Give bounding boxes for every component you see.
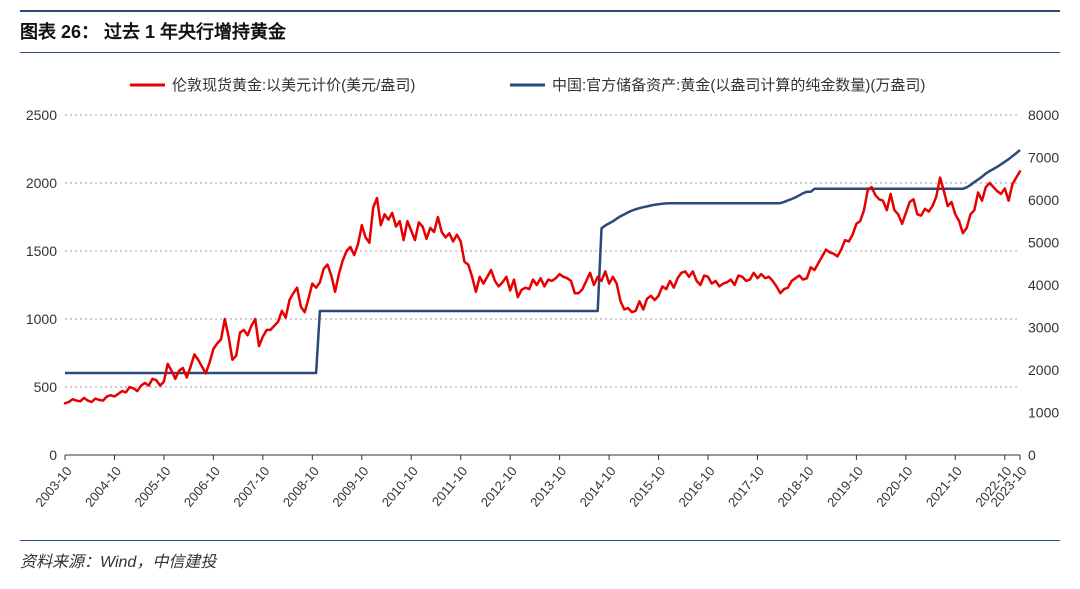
svg-text:4000: 4000 bbox=[1028, 277, 1059, 293]
svg-text:0: 0 bbox=[49, 447, 57, 463]
svg-text:2017-10: 2017-10 bbox=[725, 463, 767, 509]
svg-text:2020-10: 2020-10 bbox=[873, 463, 915, 509]
svg-text:2003-10: 2003-10 bbox=[32, 463, 74, 509]
svg-text:2013-10: 2013-10 bbox=[527, 463, 569, 509]
svg-text:0: 0 bbox=[1028, 447, 1036, 463]
svg-text:6000: 6000 bbox=[1028, 192, 1059, 208]
svg-text:2005-10: 2005-10 bbox=[131, 463, 173, 509]
svg-text:2000: 2000 bbox=[26, 175, 57, 191]
svg-text:2008-10: 2008-10 bbox=[280, 463, 322, 509]
svg-text:2021-10: 2021-10 bbox=[923, 463, 965, 509]
chart-source: 资料来源：Wind，中信建投 bbox=[20, 548, 216, 572]
svg-text:1500: 1500 bbox=[26, 243, 57, 259]
svg-text:500: 500 bbox=[34, 379, 58, 395]
chart-svg: 0 500 1000 1500 2000 2500 0 1000 2000 3000 4000 500… bbox=[0, 55, 1080, 535]
legend-series2: 中国:官方储备资产:黄金(以盎司计算的纯金数量)(万盎司) bbox=[552, 76, 925, 94]
legend-series1: 伦敦现货黄金:以美元计价(美元/盎司) bbox=[172, 77, 415, 94]
svg-text:2011-10: 2011-10 bbox=[429, 463, 471, 508]
chart-title: 图表 26： 过去 1 年央行增持黄金 bbox=[20, 22, 286, 42]
svg-text:2500: 2500 bbox=[26, 107, 57, 123]
svg-text:8000: 8000 bbox=[1028, 107, 1059, 123]
svg-text:2016-10: 2016-10 bbox=[675, 463, 717, 509]
chart-title-bar: 图表 26： 过去 1 年央行增持黄金 bbox=[20, 10, 1060, 53]
svg-text:2019-10: 2019-10 bbox=[824, 463, 866, 509]
svg-text:5000: 5000 bbox=[1028, 235, 1059, 251]
svg-text:1000: 1000 bbox=[1028, 405, 1059, 421]
svg-text:3000: 3000 bbox=[1028, 320, 1059, 336]
chart-area: 0 500 1000 1500 2000 2500 0 1000 2000 3000 4000 500… bbox=[0, 55, 1080, 535]
svg-text:2009-10: 2009-10 bbox=[329, 463, 371, 509]
svg-text:1000: 1000 bbox=[26, 311, 57, 327]
svg-text:2006-10: 2006-10 bbox=[181, 463, 223, 509]
svg-text:2010-10: 2010-10 bbox=[379, 463, 421, 509]
svg-text:2014-10: 2014-10 bbox=[577, 463, 619, 509]
svg-text:2012-10: 2012-10 bbox=[478, 463, 520, 509]
bottom-divider bbox=[20, 540, 1060, 541]
svg-text:2018-10: 2018-10 bbox=[774, 463, 816, 509]
svg-text:2004-10: 2004-10 bbox=[82, 463, 124, 509]
svg-text:2000: 2000 bbox=[1028, 362, 1059, 378]
svg-text:2015-10: 2015-10 bbox=[626, 463, 668, 509]
svg-text:2007-10: 2007-10 bbox=[230, 463, 272, 509]
svg-text:7000: 7000 bbox=[1028, 150, 1059, 166]
